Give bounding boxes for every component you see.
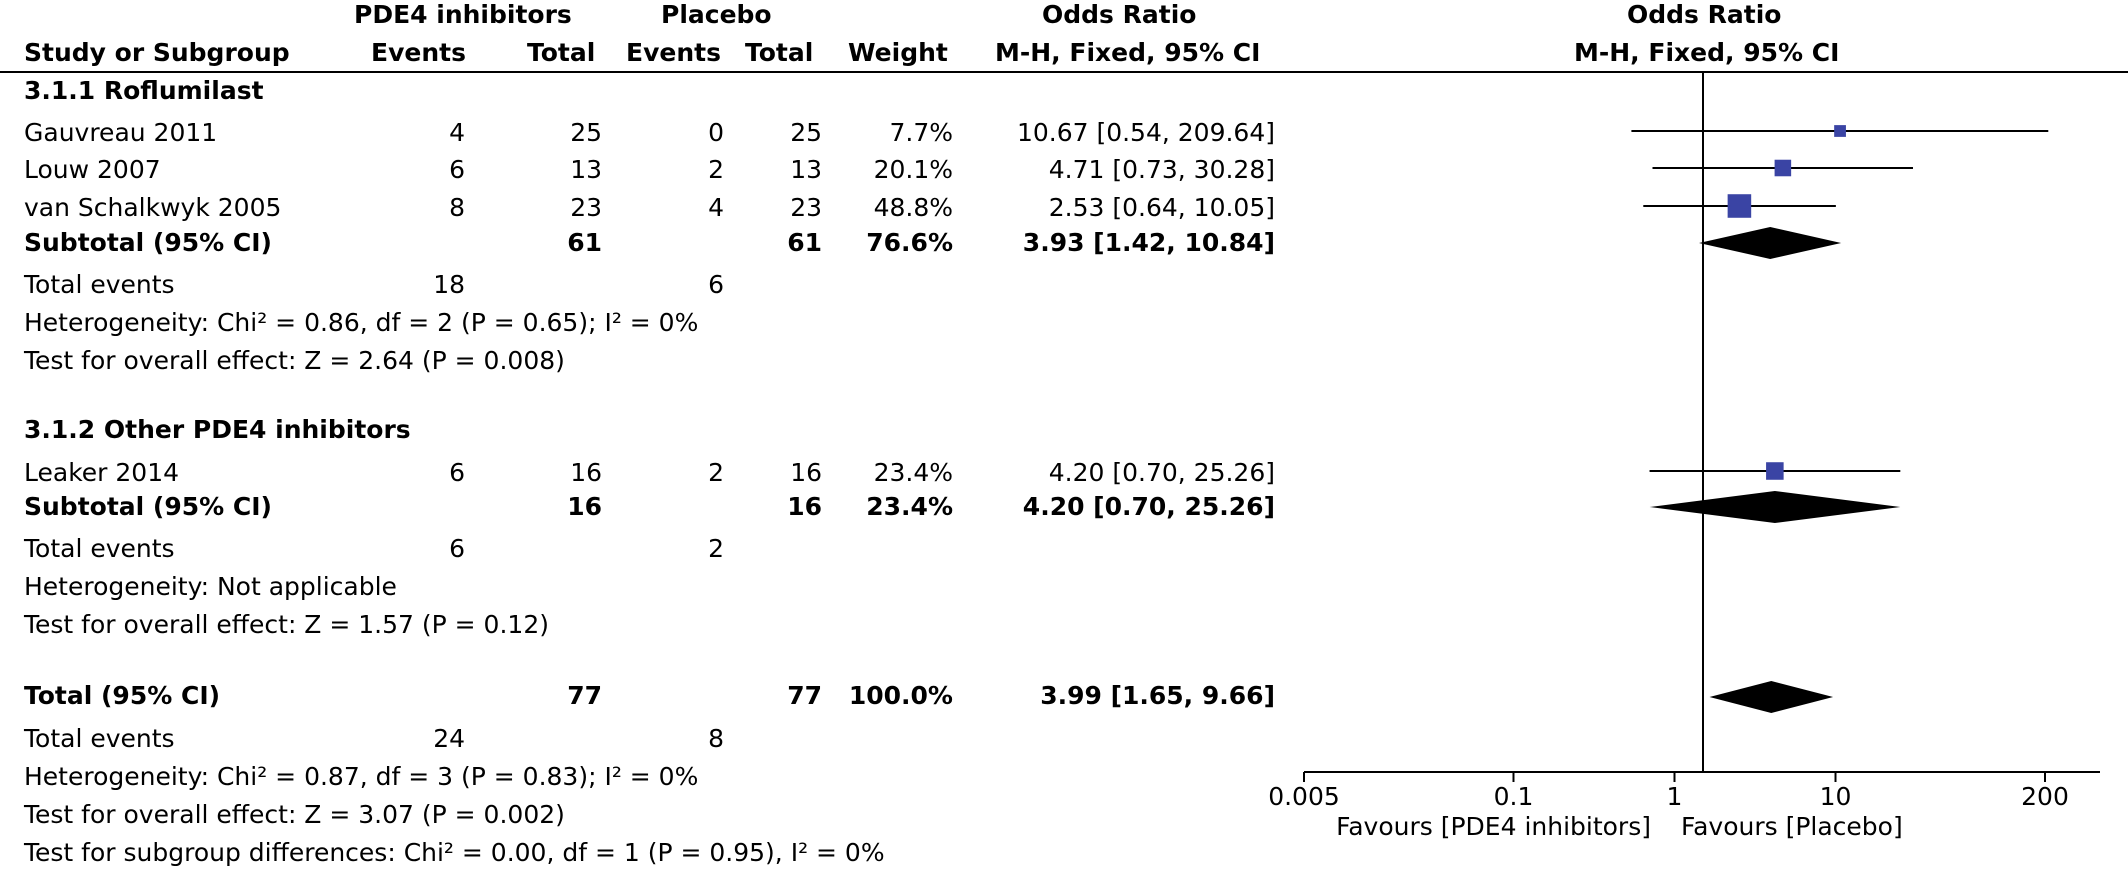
heterogeneity-text: Heterogeneity: Not applicable	[24, 572, 397, 601]
total2: 23	[790, 193, 822, 222]
total-events1: 6	[449, 534, 465, 563]
total1: 13	[570, 155, 602, 184]
total-events2: 2	[708, 534, 724, 563]
subgroup1-title: 3.1.1 Roflumilast	[24, 76, 264, 105]
study-name: Leaker 2014	[24, 458, 180, 487]
odds-ratio-ci: 4.71 [0.73, 30.28]	[1048, 155, 1275, 184]
subtotal-ci: 3.93 [1.42, 10.84]	[1022, 228, 1275, 257]
total-events1: 24	[433, 724, 465, 753]
subtotal-total1: 16	[567, 492, 602, 521]
odds-ratio-ci: 10.67 [0.54, 209.64]	[1016, 118, 1275, 147]
total2: 25	[790, 118, 822, 147]
total-events2: 6	[708, 270, 724, 299]
subtotal-total1: 61	[567, 228, 602, 257]
weight: 20.1%	[873, 155, 953, 184]
axis-tick-label: 0.005	[1268, 782, 1340, 811]
total-events1: 18	[433, 270, 465, 299]
or-column-title: Odds Ratio	[1042, 0, 1197, 29]
total2: 13	[790, 155, 822, 184]
total2: 16	[790, 458, 822, 487]
odds-ratio-ci: 2.53 [0.64, 10.05]	[1048, 193, 1275, 222]
subtotal-label: Subtotal (95% CI)	[24, 228, 272, 257]
total-events-label: Total events	[24, 534, 175, 563]
total-weight: 100.0%	[848, 681, 953, 710]
total1: 16	[570, 458, 602, 487]
subgroup-differences-text: Test for subgroup differences: Chi² = 0.…	[24, 838, 885, 867]
group2-header: Placebo	[661, 0, 772, 29]
total-total2: 77	[787, 681, 822, 710]
total1-column-header: Total	[527, 38, 596, 67]
study-name: Louw 2007	[24, 155, 161, 184]
weight: 23.4%	[873, 458, 953, 487]
study-name: Gauvreau 2011	[24, 118, 218, 147]
favours-right-label: Favours [Placebo]	[1681, 812, 1903, 841]
favours-left-label: Favours [PDE4 inhibitors]	[1336, 812, 1651, 841]
study-name: van Schalkwyk 2005	[24, 193, 282, 222]
axis-tick-label: 0.1	[1494, 782, 1534, 811]
subtotal-weight: 76.6%	[866, 228, 953, 257]
subtotal-ci: 4.20 [0.70, 25.26]	[1022, 492, 1275, 521]
pooled-diamond	[1699, 227, 1842, 259]
events2: 4	[708, 193, 724, 222]
heterogeneity-text: Heterogeneity: Chi² = 0.87, df = 3 (P = …	[24, 762, 699, 791]
odds-ratio-ci: 4.20 [0.70, 25.26]	[1048, 458, 1275, 487]
axis-tick-label: 1	[1667, 782, 1683, 811]
subtotal-total2: 61	[787, 228, 822, 257]
total-events-label: Total events	[24, 724, 175, 753]
group1-header: PDE4 inhibitors	[354, 0, 572, 29]
total1: 25	[570, 118, 602, 147]
events1-column-header: Events	[371, 38, 466, 67]
events1: 4	[449, 118, 465, 147]
events1: 8	[449, 193, 465, 222]
total-ci: 3.99 [1.65, 9.66]	[1040, 681, 1275, 710]
subgroup2-title: 3.1.2 Other PDE4 inhibitors	[24, 415, 411, 444]
pooled-diamond	[1709, 681, 1834, 713]
events2-column-header: Events	[626, 38, 721, 67]
study-square	[1727, 194, 1752, 218]
pooled-diamond	[1649, 491, 1901, 523]
weight: 7.7%	[889, 118, 953, 147]
study-column-header: Study or Subgroup	[24, 38, 290, 67]
events1: 6	[449, 458, 465, 487]
total1: 23	[570, 193, 602, 222]
study-square	[1834, 125, 1846, 137]
overall-effect-text: Test for overall effect: Z = 2.64 (P = 0…	[24, 346, 565, 375]
axis-tick-label: 10	[1820, 782, 1852, 811]
subtotal-weight: 23.4%	[866, 492, 953, 521]
events2: 0	[708, 118, 724, 147]
weight-column-header: Weight	[848, 38, 948, 67]
events1: 6	[449, 155, 465, 184]
weight: 48.8%	[873, 193, 953, 222]
events2: 2	[708, 155, 724, 184]
study-square	[1766, 462, 1784, 480]
total-total1: 77	[567, 681, 602, 710]
total-events-label: Total events	[24, 270, 175, 299]
study-square	[1774, 159, 1792, 177]
events2: 2	[708, 458, 724, 487]
overall-effect-text: Test for overall effect: Z = 3.07 (P = 0…	[24, 800, 565, 829]
total-label: Total (95% CI)	[24, 681, 221, 710]
overall-effect-text: Test for overall effect: Z = 1.57 (P = 0…	[24, 610, 549, 639]
total2-column-header: Total	[745, 38, 814, 67]
axis-tick-label: 200	[2021, 782, 2069, 811]
heterogeneity-text: Heterogeneity: Chi² = 0.86, df = 2 (P = …	[24, 308, 699, 337]
method-column-header: M-H, Fixed, 95% CI	[995, 38, 1261, 67]
subtotal-total2: 16	[787, 492, 822, 521]
plot-title: Odds Ratio	[1627, 0, 1782, 29]
subtotal-label: Subtotal (95% CI)	[24, 492, 272, 521]
plot-method-header: M-H, Fixed, 95% CI	[1574, 38, 1840, 67]
total-events2: 8	[708, 724, 724, 753]
